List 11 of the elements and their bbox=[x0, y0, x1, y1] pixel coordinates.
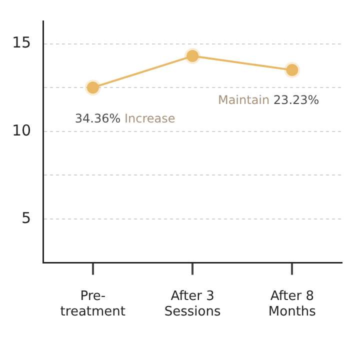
x-tick-label: After 3 Sessions bbox=[164, 288, 221, 320]
point bbox=[84, 80, 101, 96]
annotation: 34.36% Increase bbox=[74, 112, 176, 126]
point bbox=[284, 62, 300, 78]
annotation: Maintain 23.23% bbox=[218, 93, 320, 108]
y-tick-label: 5 bbox=[22, 208, 32, 227]
x-tick-label: Pre-treatment bbox=[60, 288, 126, 320]
y-tick-label: 15 bbox=[12, 34, 32, 52]
point bbox=[184, 48, 201, 64]
y-tick-label: 10 bbox=[12, 121, 32, 140]
x-tick-label: After 8 Months bbox=[268, 288, 316, 320]
